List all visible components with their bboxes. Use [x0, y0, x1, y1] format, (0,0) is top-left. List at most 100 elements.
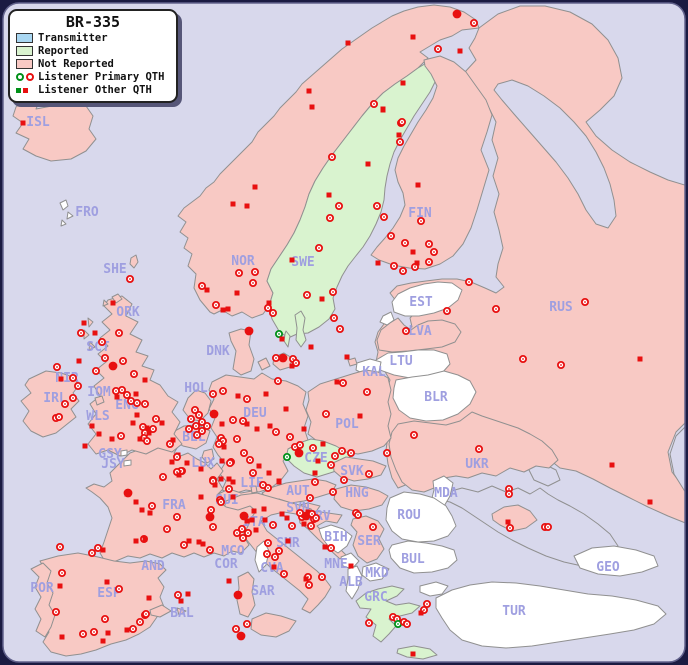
listener-other-qth-marker: [309, 104, 315, 110]
marker-center-dot: [198, 414, 200, 416]
marker-center-dot: [194, 409, 196, 411]
country-label-mco: MCO: [221, 544, 245, 559]
marker-center-dot: [252, 472, 254, 474]
country-label-swe: SWE: [291, 255, 314, 270]
country-label-she: SHE: [103, 262, 126, 277]
marker-center-dot: [151, 505, 153, 507]
marker-center-dot: [72, 397, 74, 399]
marker-center-dot: [144, 403, 146, 405]
region-jersey: [123, 459, 132, 467]
region-orkney-2: [102, 299, 109, 307]
green-square-icon: [16, 87, 21, 93]
listener-primary-qth-marker-cluster: [244, 326, 254, 336]
region-portugal: [30, 562, 56, 638]
marker-center-dot: [318, 247, 320, 249]
listener-other-qth-marker: [266, 300, 272, 306]
marker-center-dot: [133, 373, 135, 375]
listener-other-qth-marker: [76, 358, 82, 364]
marker-center-dot: [331, 156, 333, 158]
marker-center-dot: [275, 431, 277, 433]
listener-other-qth-marker: [244, 203, 250, 209]
region-ukraine: [388, 411, 559, 493]
country-label-grc: GRC: [364, 590, 387, 605]
marker-center-dot: [277, 380, 279, 382]
listener-other-qth-marker: [263, 391, 269, 397]
marker-center-dot: [275, 357, 277, 359]
region-corsica: [254, 540, 270, 573]
listener-other-qth-marker: [289, 257, 295, 263]
marker-center-dot: [267, 542, 269, 544]
listener-other-qth-marker: [146, 595, 152, 601]
region-luxembourg: [201, 448, 215, 464]
marker-center-dot: [308, 584, 310, 586]
marker-center-dot: [95, 370, 97, 372]
marker-center-dot: [339, 328, 341, 330]
marker-center-dot: [390, 235, 392, 237]
marker-center-dot: [272, 312, 274, 314]
listener-other-qth-marker: [124, 627, 130, 633]
region-montenegro: [340, 552, 360, 570]
listener-other-qth-marker: [283, 406, 289, 412]
map-title: BR-335: [65, 13, 121, 31]
marker-center-dot: [404, 242, 406, 244]
marker-center-dot: [334, 455, 336, 457]
marker-center-dot: [338, 205, 340, 207]
marker-center-dot: [423, 609, 425, 611]
listener-other-qth-marker: [57, 583, 63, 589]
listener-primary-qth-marker-cluster: [108, 361, 118, 371]
marker-center-dot: [292, 358, 294, 360]
listener-other-qth-marker: [301, 426, 307, 432]
marker-center-dot: [428, 243, 430, 245]
listener-other-qth-marker: [230, 494, 236, 500]
marker-center-dot: [97, 547, 99, 549]
marker-center-dot: [402, 270, 404, 272]
region-estonia: [391, 281, 463, 317]
listener-other-qth-marker: [218, 476, 224, 482]
marker-center-dot: [72, 377, 74, 379]
listener-other-qth-marker: [178, 598, 184, 604]
country-label-deu: DEU: [243, 406, 267, 421]
listener-other-qth-marker: [133, 538, 139, 544]
country-label-rou: ROU: [397, 508, 421, 523]
listener-other-qth-marker: [315, 458, 321, 464]
listener-other-qth-marker: [279, 336, 285, 342]
not-reported-swatch-icon: [16, 59, 33, 69]
country-label-jsy: JSY: [101, 457, 125, 472]
marker-center-dot: [176, 456, 178, 458]
country-label-ork: ORK: [116, 305, 140, 320]
marker-center-dot: [91, 552, 93, 554]
country-label-alb: ALB: [339, 575, 363, 590]
listener-other-qth-marker: [279, 511, 285, 517]
marker-center-dot: [64, 403, 66, 405]
marker-center-dot: [218, 443, 220, 445]
listener-other-qth-marker: [400, 80, 406, 86]
marker-center-dot: [376, 205, 378, 207]
legend-item-listener-other: Listener Other QTH: [16, 84, 170, 96]
region-albania: [345, 565, 363, 600]
marker-center-dot: [201, 421, 203, 423]
marker-center-dot: [222, 440, 224, 442]
listener-other-qth-marker: [204, 287, 210, 293]
region-turkey-thrace: [419, 581, 449, 597]
region-sicily: [250, 612, 297, 638]
marker-center-dot: [152, 428, 154, 430]
listener-other-qth-marker: [219, 421, 225, 427]
marker-center-dot: [247, 532, 249, 534]
region-turkey: [435, 581, 667, 649]
country-label-ser: SER: [357, 534, 381, 549]
country-label-bul: BUL: [401, 552, 425, 567]
marker-center-dot: [312, 447, 314, 449]
marker-center-dot: [238, 272, 240, 274]
listener-other-qth-marker: [261, 506, 267, 512]
listener-primary-qth-marker-cluster: [452, 9, 462, 19]
marker-center-dot: [473, 22, 475, 24]
country-label-esp: ESP: [97, 586, 121, 601]
listener-other-qth-marker: [170, 437, 176, 443]
listener-other-qth-marker: [92, 330, 98, 336]
listener-other-qth-marker: [244, 421, 250, 427]
marker-center-dot: [101, 341, 103, 343]
marker-center-dot: [509, 527, 511, 529]
marker-center-dot: [508, 493, 510, 495]
marker-center-dot: [243, 452, 245, 454]
